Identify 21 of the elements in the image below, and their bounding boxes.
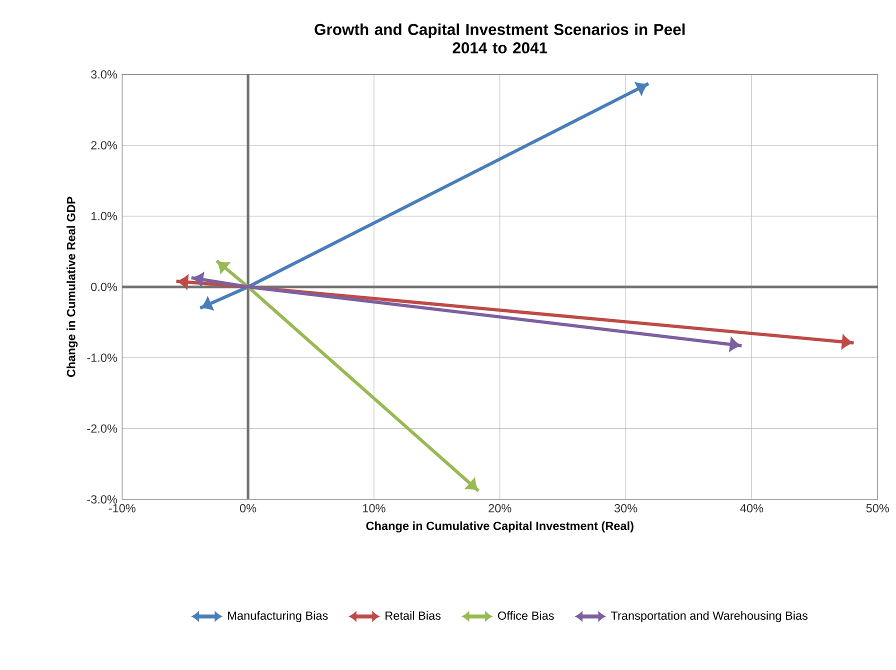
y-tick-label: 1.0% <box>92 212 118 220</box>
legend-label: Transportation and Warehousing Bias <box>610 611 808 622</box>
y-tick-label: -1.0% <box>87 354 118 362</box>
x-axis-title: Change in Cumulative Capital Investment (Real) <box>366 521 634 533</box>
x-tick-label: 20% <box>488 504 512 512</box>
y-tick-label: 0.0% <box>91 282 118 292</box>
y-axis-title: Change in Cumulative Real GDP <box>66 196 78 377</box>
legend-label: Office Bias <box>498 611 554 620</box>
x-tick-label: 0% <box>240 504 256 512</box>
y-tick-label: 2.0% <box>91 141 118 150</box>
x-tick-label: -10% <box>108 504 136 512</box>
chart-title: Growth and Capital Investment Scenarios in Peel 2014 to 2041 <box>314 24 685 54</box>
y-tick-label: -3.0% <box>87 495 118 504</box>
x-tick-label: 30% <box>614 504 638 512</box>
y-tick-label: -2.0% <box>87 424 118 433</box>
y-tick-label: 3.0% <box>91 70 118 79</box>
x-tick-label: 40% <box>740 504 764 512</box>
legend-label: Retail Bias <box>386 611 441 620</box>
x-tick-label: 10% <box>363 504 386 512</box>
legend-label: Manufacturing Bias <box>228 611 328 622</box>
x-tick-label: 50% <box>866 504 890 512</box>
